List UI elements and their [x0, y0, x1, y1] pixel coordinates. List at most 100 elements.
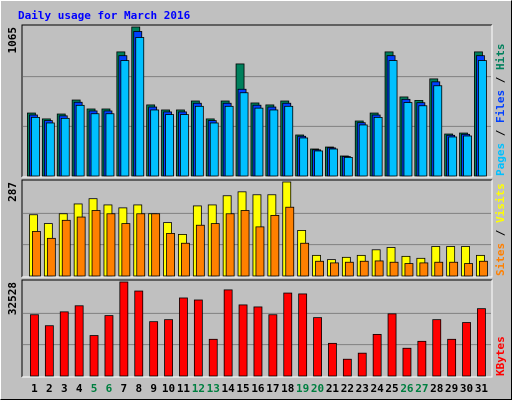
- bar: [149, 321, 159, 377]
- bar: [60, 117, 70, 177]
- bar: [477, 308, 486, 377]
- bar: [195, 224, 205, 277]
- bar: [253, 306, 263, 377]
- bar: [329, 148, 338, 177]
- bar: [344, 261, 354, 277]
- bar: [433, 85, 443, 177]
- bar: [32, 231, 41, 277]
- bar: [464, 263, 473, 277]
- x-tick-label: 17: [266, 382, 279, 395]
- bar: [359, 260, 369, 277]
- bar: [448, 136, 458, 177]
- x-tick-label: 3: [61, 382, 68, 395]
- bar: [179, 297, 188, 377]
- bar: [238, 304, 248, 377]
- bar: [479, 260, 488, 277]
- bar: [374, 260, 384, 277]
- panel-border-dark: [21, 279, 492, 377]
- bar: [166, 233, 175, 277]
- bar: [30, 314, 39, 377]
- x-tick-label: 18: [281, 382, 294, 395]
- legend: Sites / Visits: [494, 183, 507, 276]
- bar: [181, 242, 190, 277]
- bar: [417, 340, 427, 377]
- bar: [270, 215, 280, 277]
- x-tick-label: 8: [135, 382, 142, 395]
- bar: [121, 223, 131, 277]
- bar: [404, 263, 414, 277]
- bar: [31, 116, 40, 177]
- bar: [119, 281, 129, 377]
- bar: [313, 317, 322, 377]
- legend-separator: /: [494, 70, 507, 90]
- y-tick-label: 287: [6, 182, 19, 202]
- bar: [434, 261, 444, 277]
- bar: [387, 313, 397, 377]
- panel-border-dark: [21, 179, 492, 277]
- bar: [223, 289, 233, 377]
- bar: [208, 338, 218, 377]
- bar: [419, 262, 429, 277]
- x-tick-label: 12: [192, 382, 205, 395]
- bar: [328, 342, 337, 377]
- bar: [389, 261, 399, 277]
- legend-entry: Visits: [494, 183, 507, 223]
- x-tick-label: 30: [460, 382, 473, 395]
- bar: [193, 299, 203, 377]
- bar: [151, 213, 161, 277]
- bar: [224, 105, 234, 177]
- bar: [285, 206, 295, 277]
- legend-entry: Sites: [494, 243, 507, 276]
- bar: [283, 292, 293, 377]
- bar: [61, 219, 71, 277]
- legend-entry: Hits: [494, 44, 507, 71]
- x-tick-label: 19: [296, 382, 309, 395]
- bar: [89, 335, 99, 377]
- bar: [449, 261, 459, 277]
- bar: [45, 122, 55, 177]
- bar: [284, 105, 294, 177]
- x-tick-label: 7: [121, 382, 128, 395]
- x-tick-label: 1: [31, 382, 38, 395]
- x-tick-label: 24: [371, 382, 385, 395]
- x-tick-label: 4: [76, 382, 83, 395]
- legend-entry: Pages: [494, 143, 507, 176]
- x-tick-label: 31: [475, 382, 489, 395]
- x-tick-label: 25: [385, 382, 398, 395]
- bar: [120, 60, 130, 177]
- x-tick-label: 11: [177, 382, 191, 395]
- bar: [343, 156, 353, 177]
- bar: [388, 60, 398, 177]
- bar: [463, 135, 472, 177]
- x-tick-label: 21: [326, 382, 340, 395]
- x-tick-label: 2: [46, 382, 53, 395]
- bar: [342, 358, 352, 377]
- bar: [46, 237, 56, 277]
- bar: [165, 114, 174, 177]
- legend-entry: KBytes: [494, 336, 507, 376]
- bar: [432, 319, 442, 377]
- x-tick-label: 26: [400, 382, 414, 395]
- x-tick-label: 28: [430, 382, 443, 395]
- bar: [298, 293, 308, 377]
- bar: [104, 315, 114, 377]
- x-tick-label: 14: [222, 382, 236, 395]
- bar: [76, 216, 86, 277]
- x-tick-label: 10: [162, 382, 175, 395]
- bar: [44, 325, 54, 377]
- bar: [462, 322, 471, 377]
- bar: [75, 104, 85, 177]
- panel-border-light: [22, 180, 493, 278]
- bar: [136, 213, 146, 277]
- x-tick-label: 5: [91, 382, 98, 395]
- x-tick-label: 22: [341, 382, 354, 395]
- bar: [194, 105, 204, 177]
- panel-border-light: [22, 280, 493, 378]
- legend-entry: Files: [494, 90, 507, 123]
- bar: [59, 311, 69, 377]
- bar: [268, 314, 278, 377]
- bar: [315, 260, 324, 277]
- bar: [90, 113, 100, 177]
